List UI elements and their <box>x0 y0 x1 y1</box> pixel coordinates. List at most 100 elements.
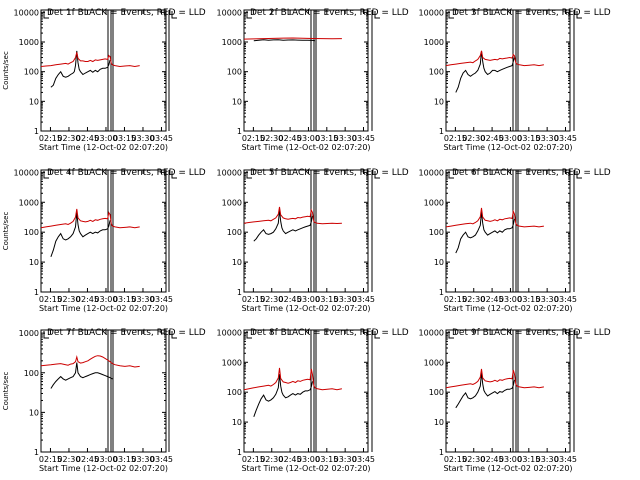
x-tick-label: 03:00 <box>499 295 522 304</box>
plot-frame <box>40 9 167 132</box>
x-axis-label: Start Time (12-Oct-02 02:07:20) <box>443 304 572 313</box>
x-tick-label: 02:45 <box>481 295 504 304</box>
chart-title: Det 2f BLACK = Events, RED = LLD <box>250 8 409 18</box>
x-tick-label: 02:45 <box>481 134 504 143</box>
y-tick-label: 10000 <box>217 328 242 337</box>
x-tick-label: 03:45 <box>554 295 577 304</box>
lld-series-line <box>445 50 544 67</box>
y-tick-label: 1000 <box>19 198 39 207</box>
x-tick-label: 03:00 <box>499 455 522 464</box>
events-series-line <box>50 362 113 389</box>
y-tick-label: 10 <box>434 418 444 427</box>
plot-frame <box>243 9 369 132</box>
y-tick-label: 1 <box>237 127 242 136</box>
lld-series-line <box>243 367 342 391</box>
x-tick-label: 03:15 <box>517 295 540 304</box>
lld-series-line <box>40 208 140 229</box>
chart-title: Det 6f BLACK = Events, RED = LLD <box>452 168 611 178</box>
x-tick-label: 02:45 <box>481 455 504 464</box>
plot-frame <box>243 169 369 293</box>
y-tick-label: 1000 <box>424 198 444 207</box>
flag-mark <box>374 331 380 339</box>
x-tick-label: 02:15 <box>444 134 467 143</box>
chart-panel: Det 1f BLACK = Events, RED = LLD 1 10 100 10… <box>2 8 206 152</box>
x-tick-label: 03:15 <box>517 134 540 143</box>
x-tick-label: 02:30 <box>260 134 283 143</box>
flag-mark <box>246 171 252 179</box>
y-tick-label: 1 <box>439 127 444 136</box>
chart-panel: Det 5f BLACK = Events, RED = LLD 1 10 100 10… <box>217 168 409 313</box>
y-tick-label: 100 <box>429 228 444 237</box>
y-tick-label: 100 <box>429 68 444 77</box>
x-tick-label: 02:30 <box>260 295 283 304</box>
y-tick-label: 100 <box>24 68 39 77</box>
flag-mark <box>448 11 454 19</box>
x-tick-label: 03:15 <box>113 134 136 143</box>
x-tick-label: 02:45 <box>279 455 302 464</box>
y-tick-label: 1 <box>34 127 39 136</box>
chart-panel: Det 6f BLACK = Events, RED = LLD 1 10 100 10… <box>419 168 611 313</box>
flag-mark <box>171 11 177 19</box>
y-tick-label: 10000 <box>217 168 242 177</box>
x-tick-label: 03:15 <box>113 295 136 304</box>
x-tick-label: 03:45 <box>352 455 375 464</box>
x-tick-label: 03:15 <box>315 455 338 464</box>
y-tick-label: 100 <box>24 369 39 378</box>
x-tick-label: 02:30 <box>57 134 80 143</box>
x-tick-label: 03:45 <box>554 455 577 464</box>
chart-panel: Det 2f BLACK = Events, RED = LLD 1 10 100 10… <box>217 8 409 152</box>
y-tick-label: 1 <box>237 448 242 457</box>
y-tick-label: 100 <box>24 228 39 237</box>
x-axis-label: Start Time (12-Oct-02 02:07:20) <box>443 464 572 473</box>
x-tick-label: 02:15 <box>444 455 467 464</box>
x-tick-label: 03:15 <box>517 455 540 464</box>
x-tick-label: 02:15 <box>39 295 62 304</box>
x-tick-label: 02:45 <box>279 134 302 143</box>
x-tick-label: 02:15 <box>242 295 265 304</box>
x-tick-label: 03:00 <box>94 134 117 143</box>
x-tick-label: 02:15 <box>242 455 265 464</box>
y-tick-label: 10 <box>232 418 242 427</box>
x-tick-label: 02:30 <box>260 455 283 464</box>
chart-title: Det 5f BLACK = Events, RED = LLD <box>250 168 409 178</box>
y-tick-label: 100 <box>227 68 242 77</box>
events-series-line <box>253 374 313 417</box>
plot-frame <box>243 329 369 453</box>
lld-series-line <box>243 206 342 225</box>
x-tick-label: 03:30 <box>131 455 154 464</box>
x-tick-label: 03:45 <box>150 295 173 304</box>
flag-mark <box>448 331 454 339</box>
y-tick-label: 10000 <box>419 168 444 177</box>
x-axis-label: Start Time (12-Oct-02 02:07:20) <box>39 143 168 152</box>
plot-frame <box>40 329 167 453</box>
x-tick-label: 03:00 <box>297 455 320 464</box>
x-tick-label: 02:15 <box>444 295 467 304</box>
y-axis-label: Counts/sec <box>2 212 10 251</box>
chart-title: Det 9f BLACK = Events, RED = LLD <box>452 328 611 338</box>
x-tick-label: 03:45 <box>150 134 173 143</box>
y-axis-label: Counts/sec <box>2 372 10 411</box>
x-tick-label: 03:45 <box>150 455 173 464</box>
lld-series-line <box>445 368 544 389</box>
x-tick-label: 02:15 <box>39 455 62 464</box>
x-tick-label: 03:15 <box>113 455 136 464</box>
x-axis-label: Start Time (12-Oct-02 02:07:20) <box>241 304 370 313</box>
y-tick-label: 10 <box>232 97 242 106</box>
x-tick-label: 03:15 <box>315 295 338 304</box>
x-tick-label: 03:15 <box>315 134 338 143</box>
chart-title: Det 3f BLACK = Events, RED = LLD <box>452 8 611 18</box>
plot-frame <box>445 329 571 453</box>
x-tick-label: 02:30 <box>462 455 485 464</box>
chart-panel: Det 4f BLACK = Events, RED = LLD 1 10 100 10… <box>2 168 206 313</box>
lld-series-line <box>40 355 140 368</box>
y-axis-label: Counts/sec <box>2 51 10 90</box>
flag-mark <box>43 171 49 179</box>
x-tick-label: 02:45 <box>76 134 99 143</box>
flag-mark <box>246 331 252 339</box>
y-tick-label: 1000 <box>424 38 444 47</box>
flag-mark <box>171 331 177 339</box>
y-tick-label: 1 <box>34 288 39 297</box>
y-tick-label: 10 <box>434 258 444 267</box>
plot-frame <box>40 169 167 293</box>
